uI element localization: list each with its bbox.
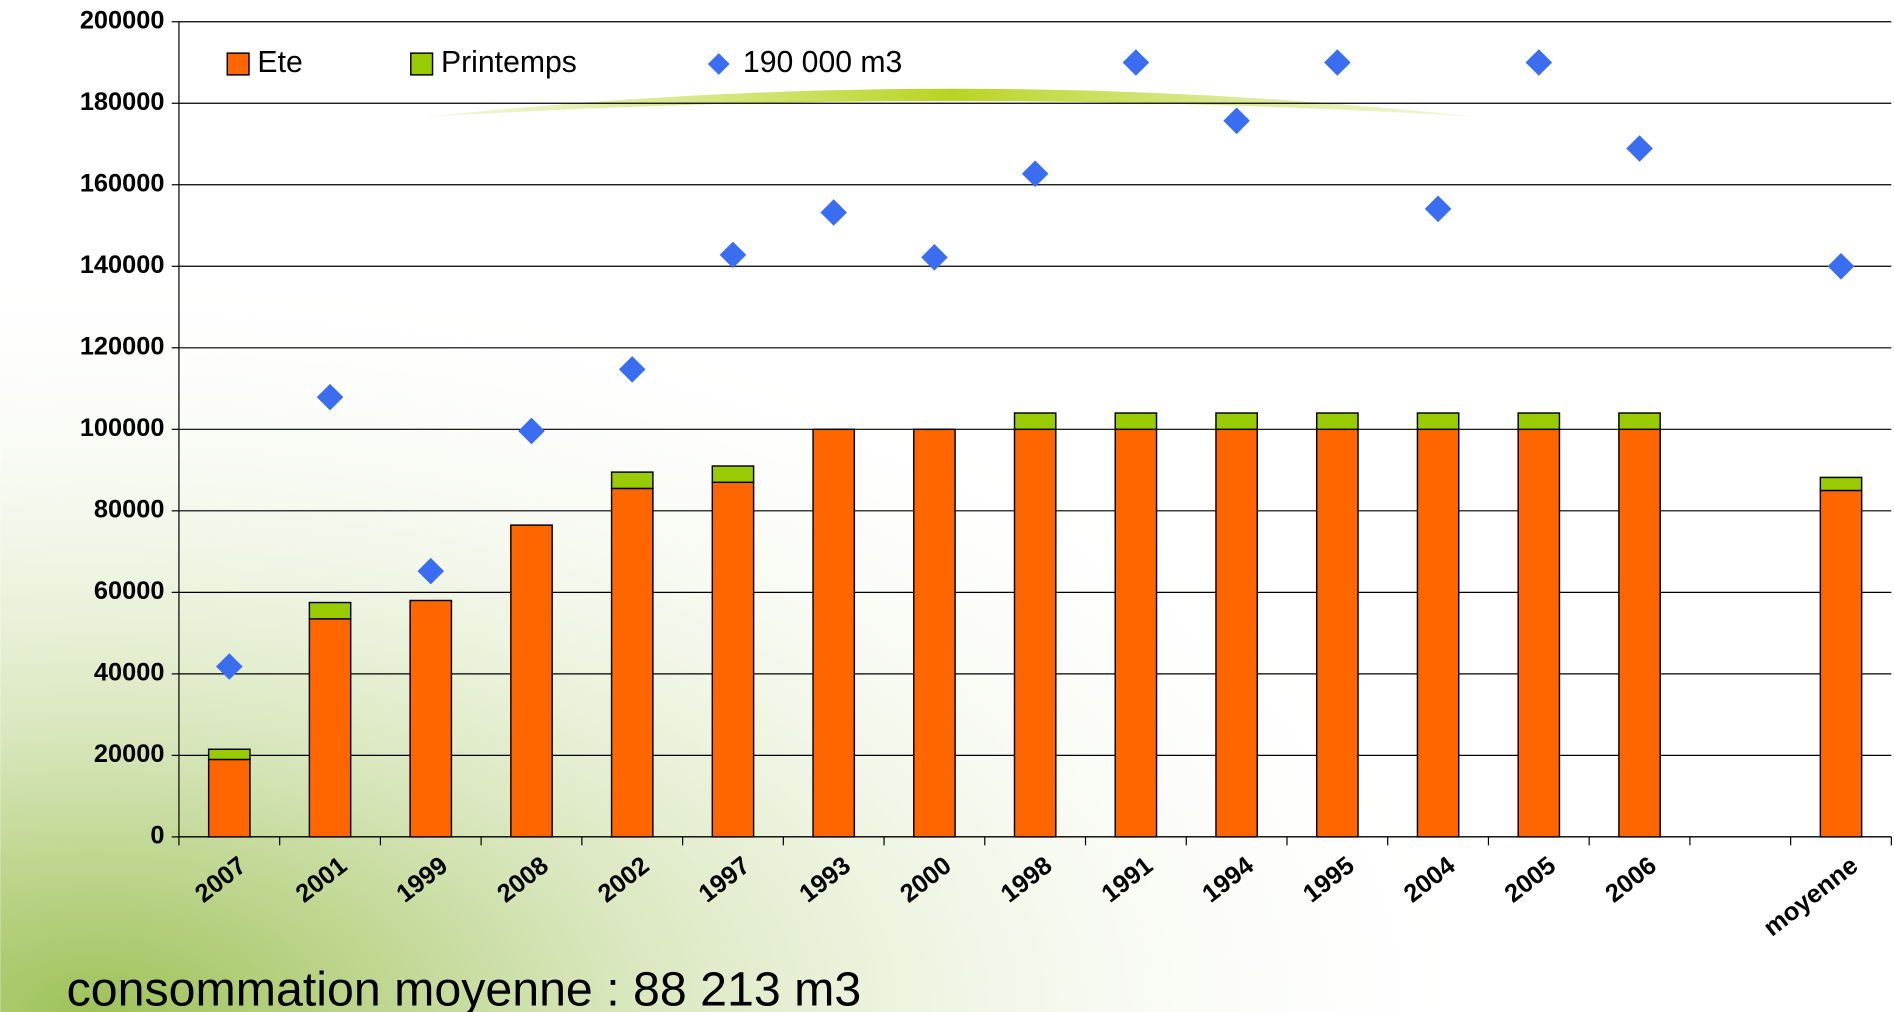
bar-segment xyxy=(1517,412,1561,431)
y-tick-label: 60000 xyxy=(94,577,165,605)
bar-segment xyxy=(1114,428,1158,838)
marker xyxy=(518,417,545,445)
bar-segment xyxy=(711,465,755,484)
y-tick-label: 140000 xyxy=(80,251,165,279)
marker xyxy=(1525,49,1553,76)
marker xyxy=(1324,49,1351,76)
bar-segment xyxy=(1819,476,1863,492)
bar-segment xyxy=(1416,428,1460,838)
bar-segment xyxy=(1013,428,1057,838)
bar-segment xyxy=(812,428,856,838)
bar-segment xyxy=(1618,428,1661,838)
legend-marker xyxy=(707,53,730,75)
bar-segment xyxy=(308,601,352,620)
bar-segment xyxy=(1114,412,1158,431)
y-tick-label: 200000 xyxy=(80,6,165,34)
legend-swatch xyxy=(226,52,250,76)
y-tick-label: 0 xyxy=(150,822,164,850)
legend-label: Ete xyxy=(257,46,302,79)
legend-swatch xyxy=(410,52,434,76)
bar-segment xyxy=(1819,489,1863,838)
bar-segment xyxy=(308,618,352,838)
marker xyxy=(820,199,847,226)
marker xyxy=(1424,195,1452,223)
bar-segment xyxy=(207,748,251,761)
marker xyxy=(316,383,344,411)
bar-segment xyxy=(1315,428,1359,838)
bar-segment xyxy=(1215,412,1258,431)
bar-segment xyxy=(711,481,755,838)
bar-segment xyxy=(610,487,654,838)
bar-segment xyxy=(1618,412,1661,431)
y-tick-label: 40000 xyxy=(94,659,165,687)
y-tick-label: 120000 xyxy=(80,333,165,361)
y-tick-label: 100000 xyxy=(80,414,165,442)
y-tick-label: 80000 xyxy=(94,496,165,524)
annotation: consommation moyenne : 88 213 m3 xyxy=(67,962,862,1012)
legend-label: 190 000 m3 xyxy=(743,46,902,79)
y-tick-label: 180000 xyxy=(80,88,165,116)
bar-segment xyxy=(207,758,251,838)
bar-segment xyxy=(913,428,956,838)
bar-segment xyxy=(1315,412,1359,431)
legend-label: Printemps xyxy=(441,46,577,79)
bar-segment xyxy=(610,471,654,490)
bar-segment xyxy=(510,524,553,838)
bar-segment xyxy=(1517,428,1561,838)
bar-segment xyxy=(1416,412,1460,431)
y-tick-label: 20000 xyxy=(94,740,165,768)
bar-segment xyxy=(1013,412,1057,431)
bar-segment xyxy=(1215,428,1258,838)
bar-segment xyxy=(409,599,453,838)
y-tick-label: 160000 xyxy=(80,169,165,197)
decor-swoosh xyxy=(422,88,1480,118)
